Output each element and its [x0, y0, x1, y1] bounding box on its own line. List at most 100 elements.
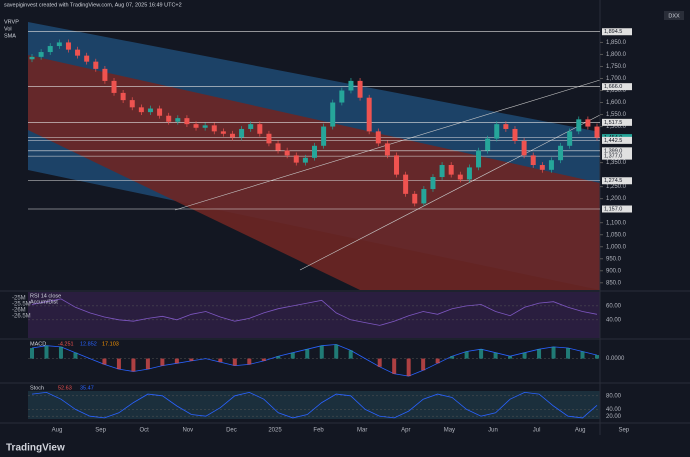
accum-tick-label: -26M: [12, 308, 26, 314]
x-tick-label: Nov: [182, 428, 193, 434]
candle-body: [47, 46, 53, 53]
x-tick-label: Jun: [488, 428, 498, 434]
macd-histogram: [537, 349, 542, 359]
y-tick-label: 1,350.0: [606, 160, 627, 166]
candle-body: [321, 126, 327, 146]
macd-histogram: [595, 355, 599, 359]
macd-name: MACD: [30, 341, 46, 347]
level-label: 1,894.5: [604, 29, 622, 35]
candle-body: [29, 56, 35, 60]
level-box: [602, 136, 632, 144]
level-label: 1,157.0: [604, 206, 622, 212]
level-box: [602, 152, 632, 160]
candle-body: [384, 143, 390, 156]
y-tick-label: 1,800.0: [606, 52, 627, 58]
macd-histogram: [102, 358, 107, 365]
candle-body: [293, 155, 299, 163]
macd-histogram: [160, 358, 165, 366]
y-tick-label: 850.0: [606, 280, 622, 286]
macd-histogram: [145, 358, 150, 370]
level-box: [602, 205, 632, 213]
x-tick-label: Aug: [575, 428, 586, 434]
candle-body: [275, 143, 281, 151]
macd-histogram: [580, 351, 585, 359]
sma-label: SMA: [4, 33, 16, 39]
y-tick-label: 1,650.0: [606, 88, 627, 94]
level-box: [602, 177, 632, 185]
y-tick-label: 40.00: [606, 317, 622, 323]
candle-body: [448, 165, 454, 175]
candle-body: [284, 150, 290, 156]
macd-histogram: [493, 352, 498, 359]
macd-histogram: [566, 348, 571, 359]
candle-body: [585, 119, 591, 127]
level-box: [602, 83, 632, 91]
level-box: [602, 118, 632, 126]
level-label: 1,666.0: [604, 84, 622, 90]
candle-body: [558, 145, 564, 161]
candle-body: [56, 42, 62, 47]
macd-histogram: [348, 350, 353, 359]
macd-histogram: [44, 345, 49, 359]
level-box: [602, 147, 632, 155]
macd-reading: 12.852: [80, 341, 97, 347]
x-tick-label: Aug: [52, 428, 63, 434]
y-tick-label: 40.00: [606, 407, 622, 413]
candle-body: [266, 133, 272, 144]
level-label: 1,442.5: [604, 138, 622, 144]
y-tick-label: 20.00: [606, 414, 622, 420]
macd-histogram: [522, 352, 527, 359]
x-tick-label: Feb: [313, 428, 324, 434]
y-tick-label: 1,850.0: [606, 40, 627, 46]
candle-body: [476, 150, 482, 168]
candle-body: [38, 52, 44, 57]
macd-histogram: [464, 351, 469, 359]
y-tick-label: 1,500.0: [606, 124, 627, 130]
candle-body: [193, 124, 199, 128]
rsi-second: Accum/Dist: [30, 299, 58, 305]
y-tick-label: 80.00: [606, 393, 622, 399]
y-tick-label: 1,250.0: [606, 184, 627, 190]
candle-body: [512, 128, 518, 141]
candle-body: [530, 155, 536, 166]
candle-body: [202, 125, 208, 128]
x-tick-label: 2025: [268, 428, 282, 434]
x-tick-label: Apr: [401, 428, 410, 434]
candle-body: [576, 119, 582, 132]
y-tick-label: 60.00: [606, 303, 622, 309]
level-box: [602, 28, 632, 36]
macd-histogram: [508, 356, 513, 359]
vrvp-label: VRVP: [4, 19, 19, 25]
candle-body: [120, 92, 126, 101]
candle-body: [93, 61, 99, 69]
x-tick-label: Oct: [140, 428, 150, 434]
candle-body: [494, 124, 500, 139]
macd-histogram: [73, 352, 78, 359]
candle-body: [175, 118, 181, 122]
stoch-reading: 52.63: [58, 385, 72, 391]
candle-body: [302, 157, 308, 163]
macd-histogram: [116, 358, 121, 370]
candle-body: [257, 124, 263, 134]
candle-body: [129, 100, 135, 108]
candle-body: [211, 125, 217, 132]
y-tick-label: 1,100.0: [606, 220, 627, 226]
candle-body: [184, 118, 190, 125]
candle-body: [147, 108, 153, 113]
candle-body: [65, 42, 71, 50]
candle-body: [229, 133, 235, 138]
symbol-box: [664, 11, 684, 20]
candle-body: [357, 80, 363, 98]
macd-histogram: [421, 358, 426, 371]
candle-body: [330, 102, 336, 127]
candle-body: [348, 80, 354, 91]
macd-histogram: [58, 346, 63, 359]
candle-body: [220, 131, 226, 134]
macd-histogram: [406, 358, 411, 377]
macd-histogram: [232, 358, 237, 366]
candle-body: [366, 97, 372, 132]
x-tick-label: Dec: [226, 428, 237, 434]
red-channel: [28, 55, 600, 290]
candle-body: [312, 145, 317, 158]
